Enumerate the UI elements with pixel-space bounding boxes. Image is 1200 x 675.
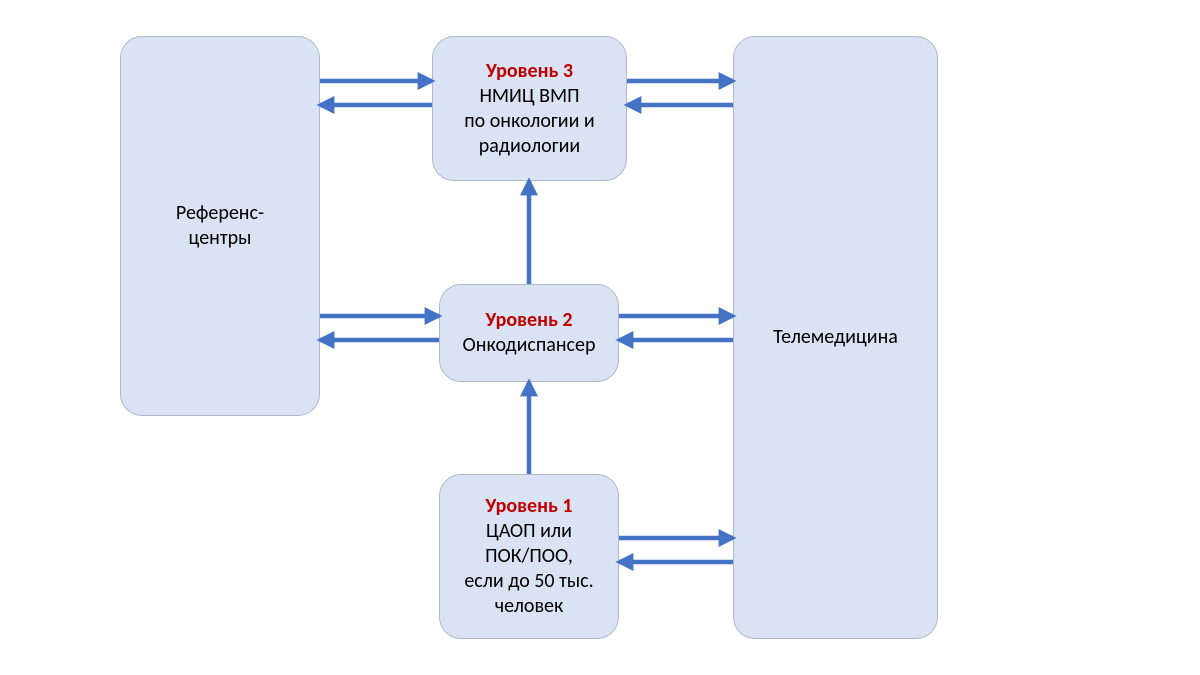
node-reference-body: Референс- центры <box>176 201 264 251</box>
node-level2: Уровень 2 Онкодиспансер <box>439 284 619 382</box>
node-reference: Референс- центры <box>120 36 320 416</box>
node-level1: Уровень 1 ЦАОП или ПОК/ПОО, если до 50 т… <box>439 474 619 639</box>
node-telemed: Телемедицина <box>733 36 938 639</box>
node-level2-body: Онкодиспансер <box>463 333 596 358</box>
node-level3: Уровень 3 НМИЦ ВМП по онкологии и радиол… <box>432 36 627 181</box>
node-level3-title: Уровень 3 <box>486 59 573 84</box>
node-telemed-body: Телемедицина <box>773 325 898 350</box>
node-level2-title: Уровень 2 <box>485 308 572 333</box>
node-level1-title: Уровень 1 <box>485 494 572 519</box>
node-level1-body: ЦАОП или ПОК/ПОО, если до 50 тыс. челове… <box>464 519 593 619</box>
node-level3-body: НМИЦ ВМП по онкологии и радиологии <box>464 84 595 159</box>
